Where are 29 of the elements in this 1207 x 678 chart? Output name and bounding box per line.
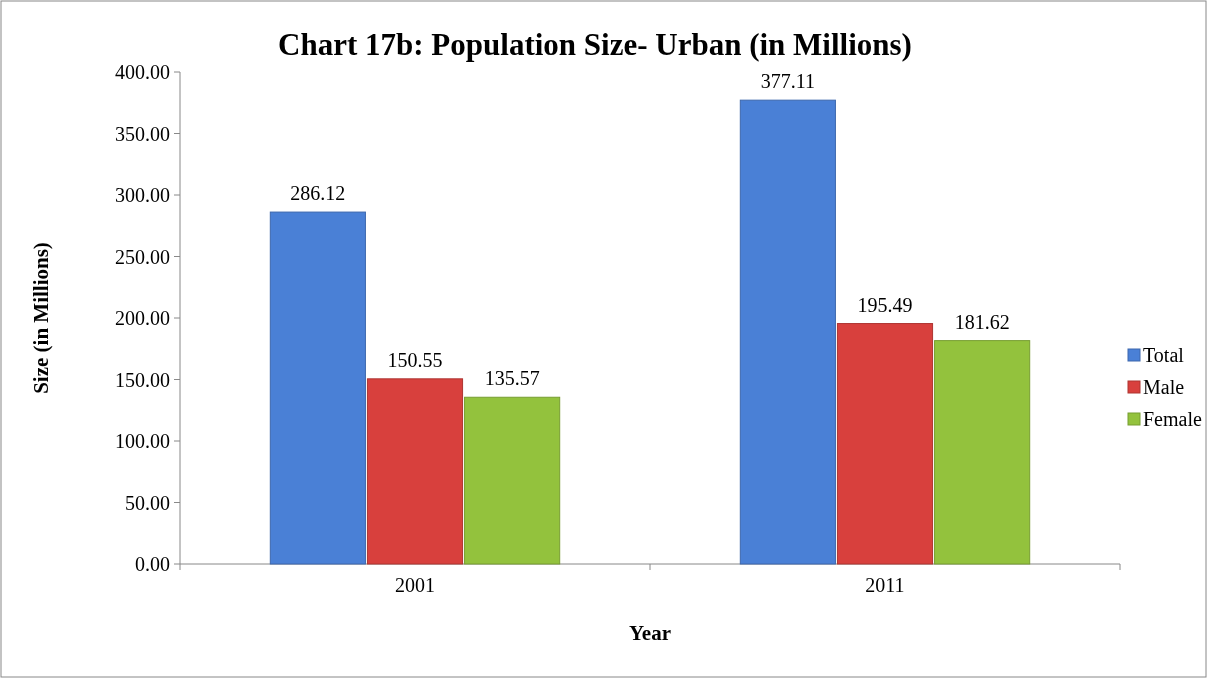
data-label: 377.11 (760, 70, 815, 93)
data-label: 195.49 (857, 293, 913, 316)
y-tick-label: 150.00 (115, 368, 170, 391)
bar (269, 211, 366, 565)
y-tick-label: 300.00 (115, 184, 170, 206)
y-axis-title: Size (in Millions) (29, 242, 53, 394)
x-tick-label: 2011 (865, 574, 905, 596)
x-axis-title: Year (629, 621, 671, 645)
bar (836, 323, 934, 565)
chart-title: Chart 17b: Population Size- Urban (in Millions) (278, 27, 912, 62)
bar (464, 396, 561, 565)
data-label: 286.12 (290, 182, 346, 205)
bar (739, 99, 836, 565)
bar (934, 340, 1031, 565)
legend-label: Total (1143, 344, 1185, 366)
x-tick-label: 2001 (395, 574, 435, 596)
y-tick-label: 400.00 (115, 61, 170, 83)
legend-label: Female (1143, 408, 1202, 430)
y-tick-label: 0.00 (135, 553, 170, 575)
y-tick-label: 350.00 (115, 122, 170, 145)
y-tick-label: 250.00 (115, 245, 170, 268)
bar (366, 378, 464, 565)
y-tick-label: 100.00 (115, 430, 170, 452)
legend-label: Male (1143, 376, 1185, 398)
y-tick-label: 200.00 (115, 307, 170, 329)
y-tick-label: 50.00 (125, 491, 170, 514)
data-label: 181.62 (954, 310, 1010, 333)
data-label: 135.57 (484, 367, 540, 390)
data-label: 150.55 (387, 348, 443, 371)
